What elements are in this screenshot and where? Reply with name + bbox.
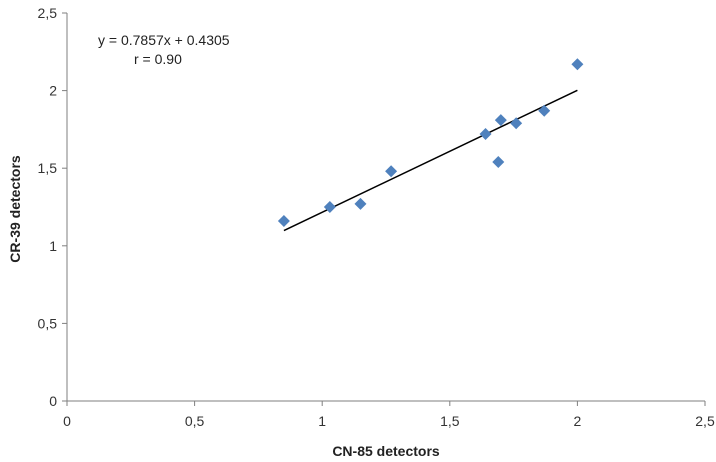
y-tick-label: 0 xyxy=(49,393,57,409)
y-axis-title: CR-39 detectors xyxy=(7,155,23,263)
data-point xyxy=(479,128,492,141)
y-tick-label: 0,5 xyxy=(38,315,58,331)
equation-label: y = 0.7857x + 0.4305 xyxy=(98,32,230,48)
data-point xyxy=(323,201,336,213)
y-tick-label: 1,5 xyxy=(38,160,58,176)
data-point xyxy=(492,155,505,168)
r-value-label: r = 0.90 xyxy=(134,51,182,67)
x-tick-label: 0,5 xyxy=(185,413,205,429)
data-point xyxy=(385,165,398,178)
x-tick-label: 1 xyxy=(318,413,326,429)
y-tick-label: 1 xyxy=(49,238,57,254)
x-axis-title: CN-85 detectors xyxy=(332,443,440,459)
x-tick-label: 0 xyxy=(63,413,71,429)
data-point xyxy=(510,117,523,130)
data-point xyxy=(354,197,367,210)
y-tick-label: 2,5 xyxy=(38,5,58,21)
y-axis-ticks: 0 0,5 1 1,5 2 2,5 xyxy=(38,5,67,409)
data-point xyxy=(277,214,290,227)
axes xyxy=(66,13,705,402)
data-points xyxy=(277,58,584,227)
data-point xyxy=(538,104,551,117)
x-tick-label: 2,5 xyxy=(695,413,715,429)
data-point xyxy=(571,58,584,71)
y-tick-label: 2 xyxy=(49,83,57,99)
x-tick-label: 1,5 xyxy=(440,413,460,429)
x-axis-ticks: 0 0,5 1 1,5 2 2,5 xyxy=(63,401,715,429)
x-tick-label: 2 xyxy=(574,413,582,429)
data-point xyxy=(494,114,507,127)
